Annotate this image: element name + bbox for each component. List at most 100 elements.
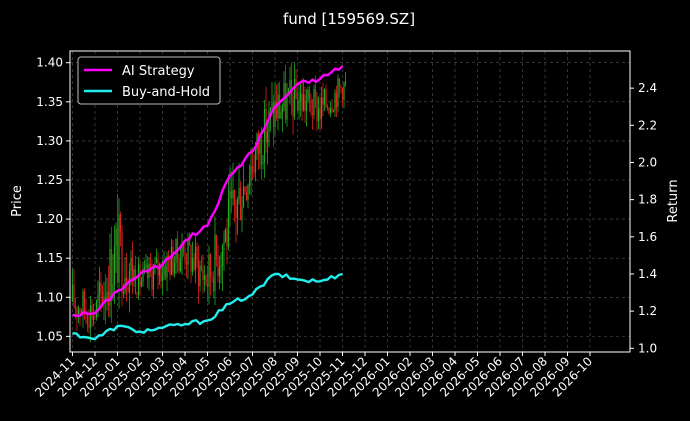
legend-label-ai-strategy: AI Strategy [122, 64, 195, 79]
candle-body [199, 265, 201, 287]
candle-body [74, 306, 77, 309]
right-tick-label: 1.6 [638, 230, 657, 244]
candle-body [178, 259, 180, 272]
candle-body [218, 267, 221, 276]
candle-body [304, 94, 306, 111]
candle-body [143, 267, 146, 270]
right-tick-label: 2.4 [638, 81, 657, 95]
candle-body [272, 102, 275, 127]
candle-body [142, 269, 144, 282]
candle-body [227, 198, 230, 247]
candle-body [151, 271, 153, 290]
candle-body [229, 191, 231, 199]
candle-body [196, 246, 198, 258]
candle-body [101, 291, 104, 305]
candle-body [254, 150, 257, 173]
candle-body [340, 86, 342, 89]
right-tick-label: 1.0 [638, 341, 657, 355]
candle-body [289, 80, 291, 89]
candle-body [232, 189, 234, 199]
candle-body [100, 282, 102, 292]
candle-body [323, 89, 326, 105]
candle-body [76, 308, 78, 315]
candle-body [248, 181, 251, 186]
x-axis: 2024-112024-122025-012025-022025-032025-… [32, 352, 595, 400]
candle-body [130, 258, 132, 271]
candle-body [274, 101, 276, 127]
candle-body [104, 296, 107, 301]
candle-body [191, 257, 194, 272]
candle-body [121, 231, 123, 294]
candle-body [341, 88, 344, 100]
candle-body [277, 94, 279, 119]
candle-body [107, 291, 110, 306]
candle-body [283, 83, 285, 108]
candle-body [109, 249, 111, 306]
legend-box [77, 56, 221, 105]
candle-body [313, 88, 315, 116]
candle-body [122, 292, 125, 294]
candle-body [316, 96, 318, 122]
candle-body [260, 135, 263, 165]
candle-body [208, 254, 210, 287]
candle-body [281, 107, 284, 112]
candle-body [338, 78, 341, 87]
candle-body [103, 296, 105, 305]
candle-body [133, 269, 135, 282]
candle-body [286, 94, 288, 120]
candle-body [269, 107, 272, 111]
candle-body [166, 255, 168, 278]
candle-body [194, 246, 197, 270]
candle-body [235, 206, 237, 219]
candle-body [214, 234, 216, 292]
candle-body [259, 135, 261, 154]
left-tick-label: 1.20 [36, 212, 63, 226]
candle-body [172, 246, 174, 274]
candle-body [320, 97, 323, 120]
candle-body [169, 259, 171, 275]
candle-body [326, 107, 329, 109]
candle-body [179, 259, 182, 272]
legend: AI Strategy Buy-and-Hold [77, 56, 221, 105]
candle-body [136, 294, 138, 295]
candle-body [230, 191, 233, 199]
left-axis-label: Price [10, 185, 25, 217]
candle-body [209, 254, 212, 277]
candle-body [284, 83, 287, 120]
candle-body [164, 266, 167, 278]
candle-body [217, 256, 219, 276]
candle-body [202, 270, 204, 281]
candle-body [224, 229, 227, 242]
candle-body [241, 207, 243, 221]
candle-body [335, 92, 338, 107]
candle-body [293, 79, 296, 117]
candle-body [160, 264, 162, 282]
series-lines [72, 65, 344, 341]
candle-body [79, 308, 81, 315]
candle-body [116, 228, 119, 283]
candle-body [145, 264, 147, 268]
candle-body [106, 291, 108, 301]
candle-body [262, 162, 264, 165]
candle-body [182, 245, 185, 252]
candle-body [118, 214, 120, 283]
candle-body [152, 268, 155, 290]
candle-body [131, 258, 134, 282]
candle-body [125, 277, 128, 287]
candle-body [88, 325, 90, 328]
candle-body [223, 241, 225, 246]
left-tick-label: 1.15 [36, 251, 63, 265]
candle-body [307, 89, 309, 102]
candle-body [190, 245, 192, 272]
candle-body [263, 109, 266, 163]
candle-body [73, 284, 75, 307]
candle-body [299, 92, 302, 102]
candle-body [295, 79, 297, 99]
candle-body [137, 264, 140, 295]
right-tick-label: 1.4 [638, 267, 657, 281]
candle-body [250, 166, 252, 182]
candle-body [205, 275, 207, 285]
candle-body [242, 186, 245, 208]
candle-body [77, 308, 80, 315]
candle-body [314, 88, 317, 97]
